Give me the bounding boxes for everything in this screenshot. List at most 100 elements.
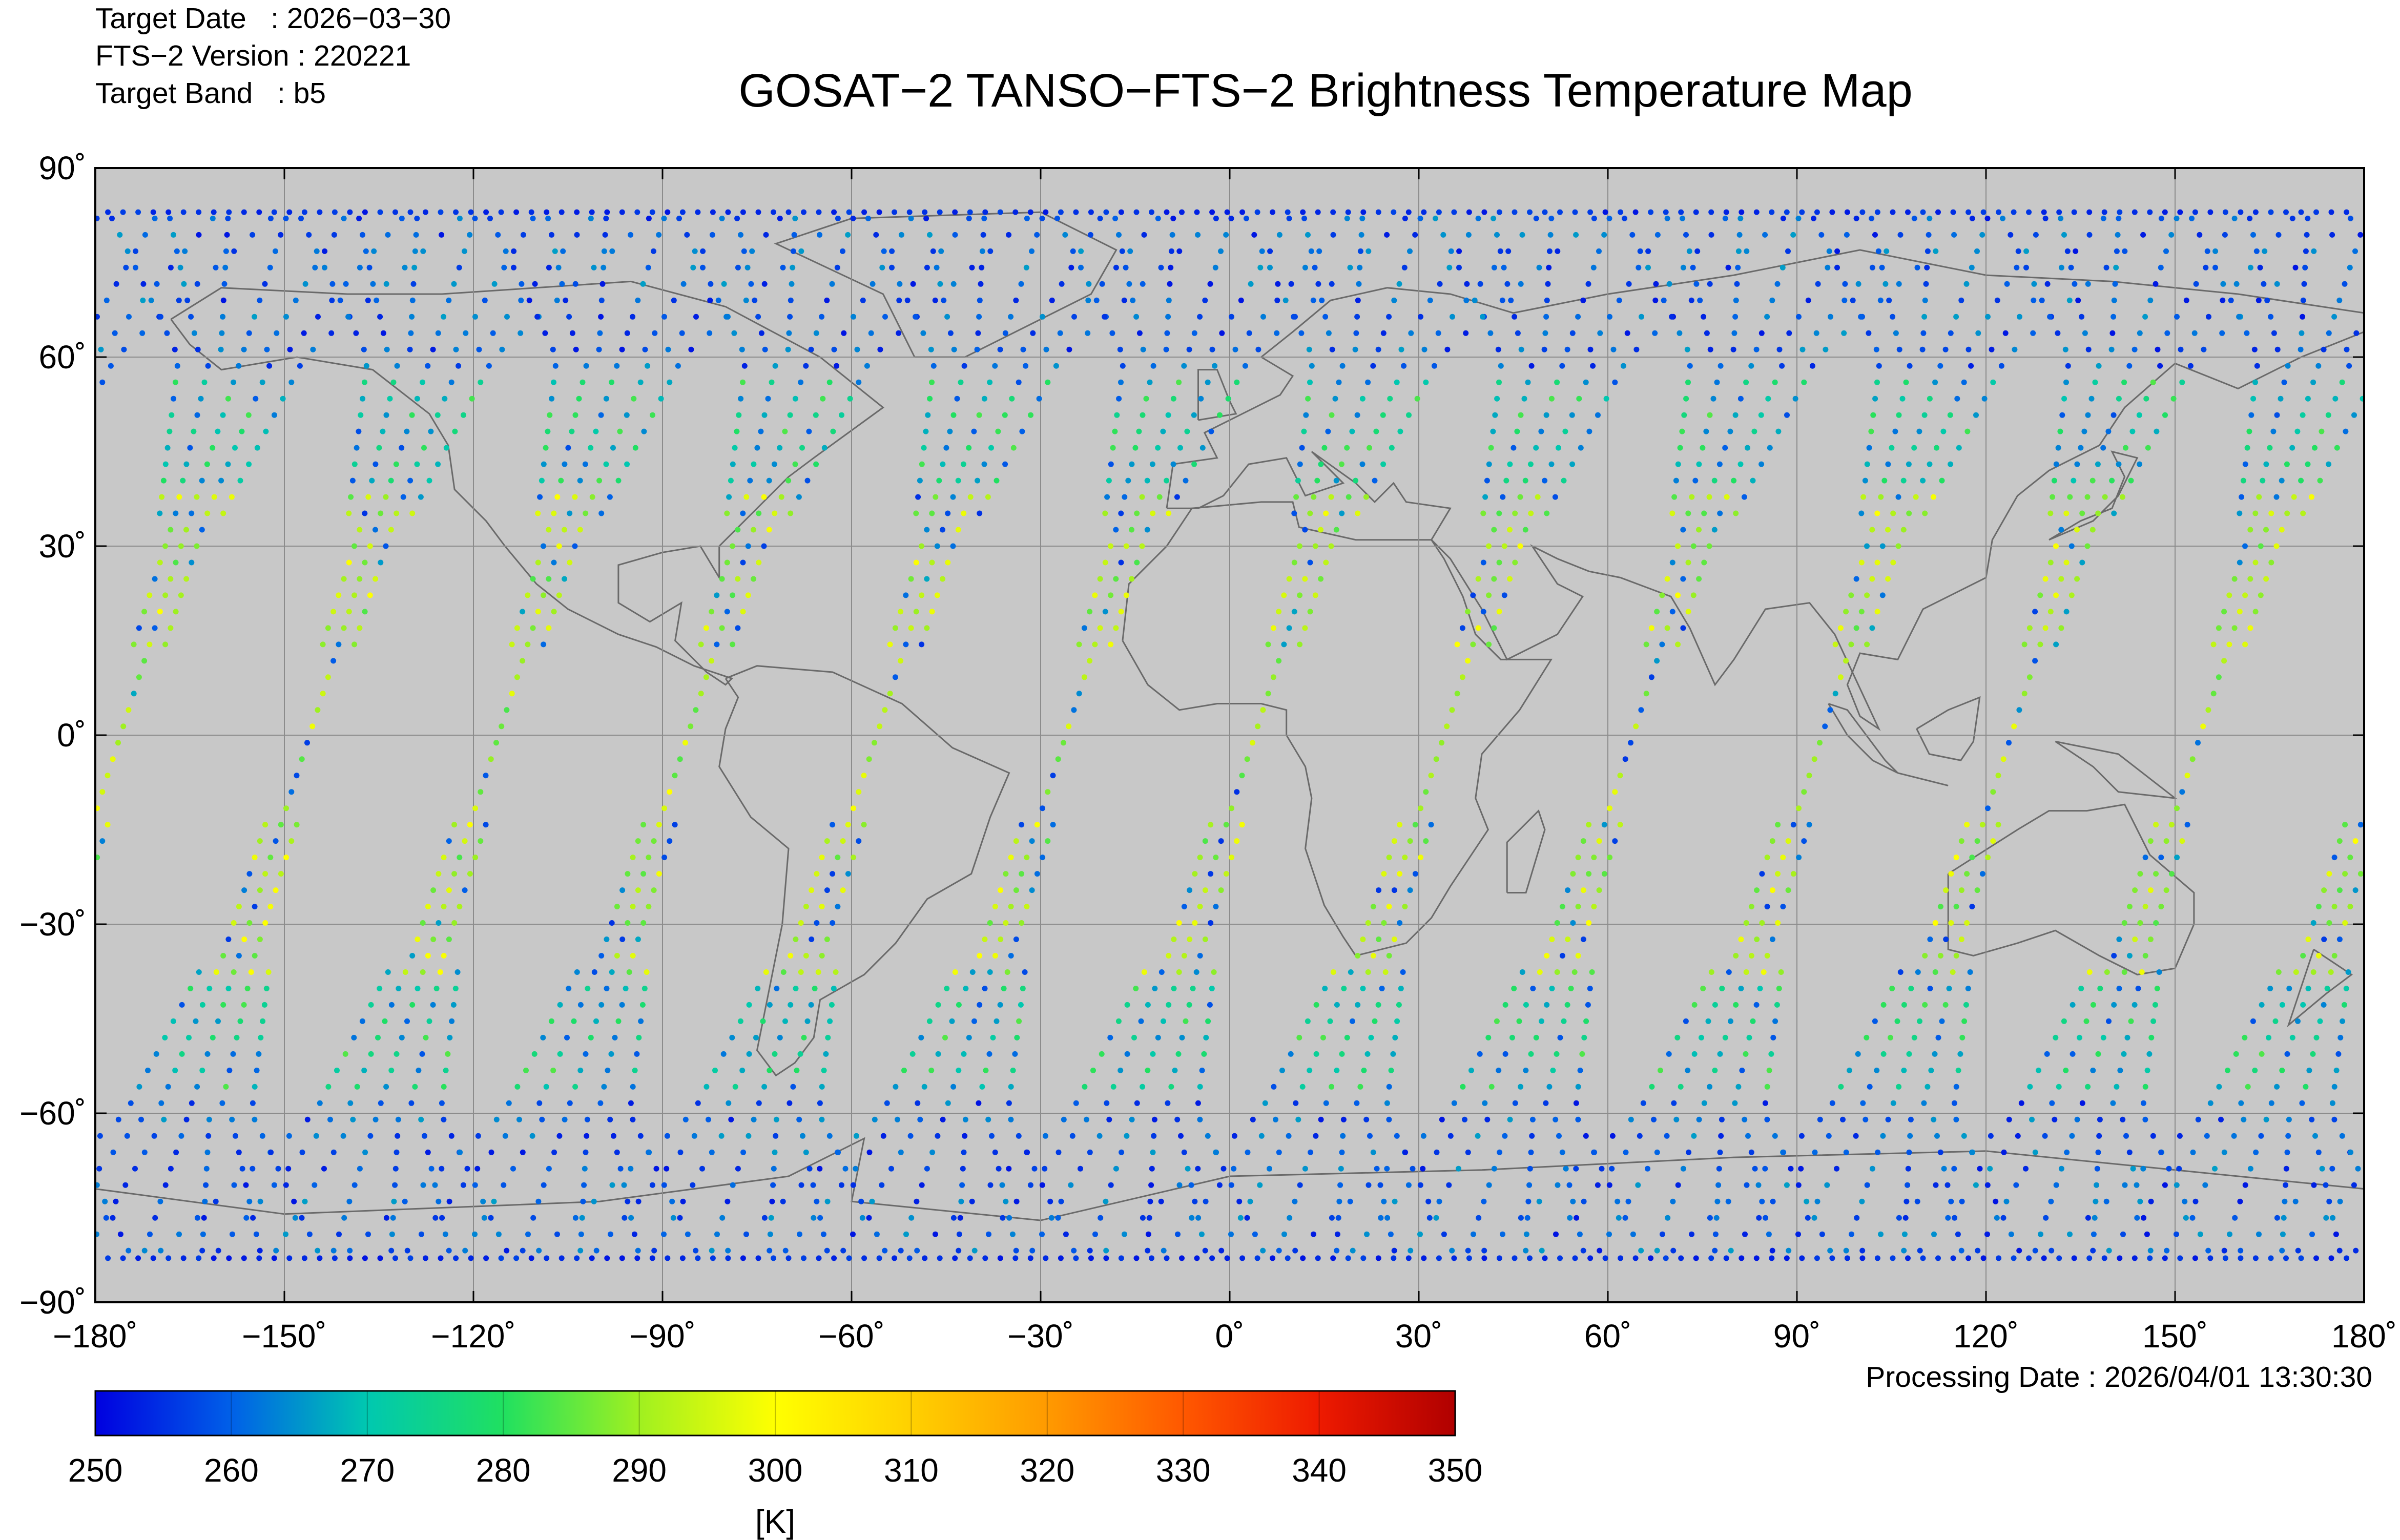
observation-point — [1812, 1149, 1818, 1155]
observation-point — [1980, 209, 1987, 215]
observation-point — [1097, 215, 1103, 221]
observation-point — [1654, 609, 1660, 615]
observation-point — [110, 1149, 116, 1155]
observation-point — [1048, 1215, 1054, 1221]
observation-point — [172, 1067, 178, 1073]
observation-point — [1838, 1084, 1844, 1090]
observation-point — [955, 527, 961, 533]
observation-point — [1757, 986, 1763, 991]
observation-point — [363, 363, 369, 369]
observation-point — [1609, 1166, 1615, 1172]
observation-point — [299, 1149, 305, 1155]
observation-point — [1564, 346, 1570, 352]
observation-point — [2089, 527, 2096, 533]
observation-point — [755, 986, 761, 991]
observation-point — [1302, 264, 1308, 270]
observation-point — [2053, 461, 2059, 467]
observation-point — [1518, 346, 1524, 352]
observation-point — [1347, 1198, 1353, 1204]
observation-point — [368, 1002, 374, 1008]
observation-point — [835, 215, 841, 221]
observation-point — [1255, 723, 1261, 730]
observation-point — [1040, 855, 1046, 861]
observation-point — [1495, 346, 1501, 352]
observation-point — [979, 264, 985, 270]
observation-point — [1795, 1182, 1802, 1188]
observation-point — [1172, 1067, 1178, 1073]
observation-point — [469, 396, 475, 402]
observation-point — [519, 281, 525, 287]
observation-point — [1251, 232, 1257, 238]
observation-point — [425, 904, 431, 910]
observation-point — [1907, 1133, 1913, 1139]
observation-point — [502, 1133, 508, 1139]
observation-point — [881, 248, 887, 254]
observation-point — [1239, 209, 1246, 215]
observation-point — [1716, 461, 1723, 467]
observation-point — [1769, 838, 1775, 844]
observation-point — [1315, 209, 1321, 215]
observation-point — [755, 1255, 761, 1261]
observation-point — [215, 1018, 221, 1024]
observation-point — [1034, 232, 1040, 238]
observation-point — [325, 1084, 332, 1090]
observation-point — [330, 609, 337, 615]
observation-point — [1344, 215, 1350, 221]
observation-point — [126, 314, 132, 320]
observation-point — [766, 477, 772, 484]
observation-point — [472, 1182, 478, 1188]
observation-point — [922, 1255, 928, 1261]
observation-point — [546, 264, 552, 270]
observation-point — [1179, 1255, 1185, 1261]
observation-point — [1006, 1166, 1012, 1172]
observation-point — [1161, 1247, 1167, 1254]
observation-point — [1527, 1166, 1533, 1172]
observation-point — [740, 559, 746, 566]
observation-point — [2329, 1100, 2335, 1106]
observation-point — [1050, 773, 1056, 779]
observation-point — [95, 314, 100, 320]
observation-point — [1926, 232, 1932, 238]
observation-point — [184, 297, 191, 303]
observation-point — [1176, 248, 1183, 254]
observation-point — [1811, 215, 1816, 221]
observation-point — [407, 1255, 413, 1261]
observation-point — [740, 379, 746, 385]
observation-point — [499, 346, 505, 352]
observation-point — [1864, 1034, 1870, 1040]
observation-point — [2002, 330, 2009, 336]
observation-point — [1106, 1116, 1112, 1122]
observation-point — [520, 658, 526, 664]
observation-point — [266, 363, 273, 369]
observation-point — [998, 937, 1004, 942]
observation-point — [608, 1051, 614, 1057]
observation-point — [241, 346, 247, 352]
observation-point — [1591, 904, 1597, 910]
observation-point — [1423, 379, 1429, 385]
observation-point — [1207, 281, 1213, 287]
observation-point — [1805, 1215, 1811, 1221]
observation-point — [392, 1166, 399, 1172]
observation-point — [1990, 838, 1996, 844]
observation-point — [2041, 209, 2047, 215]
observation-point — [1606, 215, 1612, 221]
observation-point — [2157, 363, 2163, 369]
observation-point — [2097, 1116, 2103, 1122]
observation-point — [1212, 264, 1218, 270]
observation-point — [453, 1255, 459, 1261]
observation-point — [996, 1166, 1002, 1172]
observation-point — [767, 1002, 773, 1008]
observation-point — [1948, 920, 1954, 926]
observation-point — [1937, 953, 1943, 959]
observation-point — [1596, 887, 1602, 893]
observation-point — [644, 969, 650, 975]
observation-point — [1784, 1255, 1790, 1261]
observation-point — [2091, 1231, 2097, 1237]
observation-point — [1961, 1133, 1967, 1139]
observation-point — [1081, 625, 1087, 631]
observation-point — [2071, 209, 2077, 215]
observation-point — [168, 527, 174, 533]
observation-point — [529, 1133, 535, 1139]
observation-point — [1848, 641, 1854, 648]
observation-point — [992, 363, 998, 369]
